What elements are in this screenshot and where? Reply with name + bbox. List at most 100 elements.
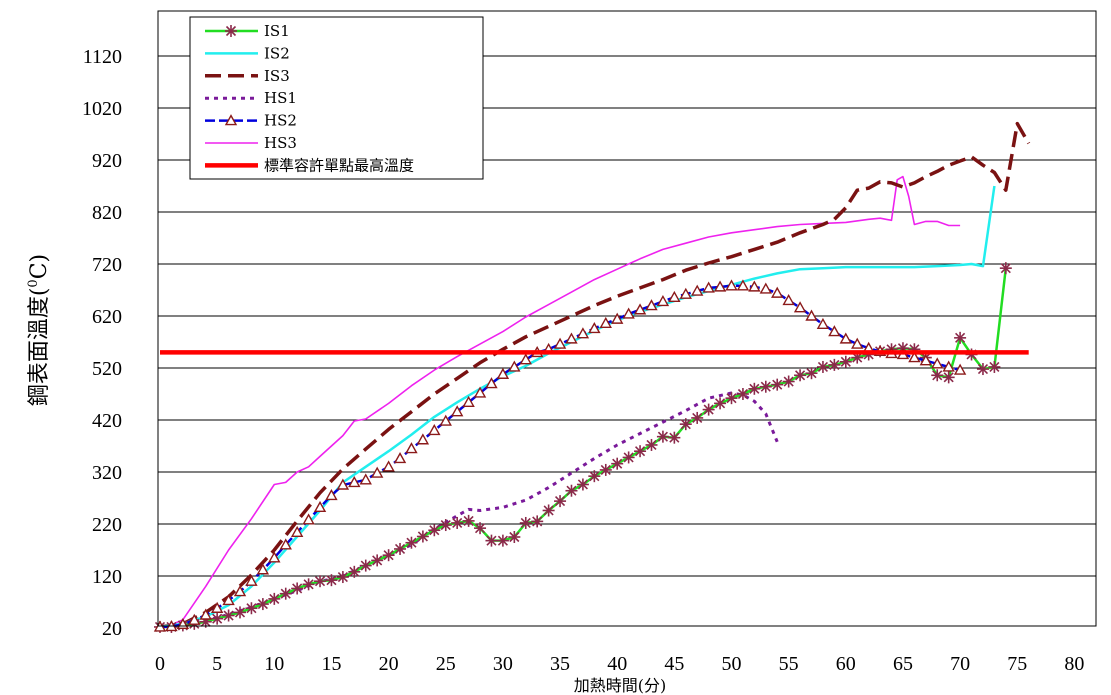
- star-marker: [302, 578, 315, 591]
- star-marker: [268, 592, 281, 605]
- triangle-marker: [725, 279, 738, 291]
- star-marker: [279, 587, 292, 600]
- triangle-marker: [553, 337, 567, 349]
- triangle-marker: [931, 357, 944, 369]
- y-tick-label: 1120: [83, 46, 122, 68]
- star-marker: [782, 375, 795, 388]
- x-tick-label: 80: [1064, 653, 1084, 675]
- x-tick-label: 5: [212, 653, 222, 675]
- star-marker: [805, 367, 818, 380]
- triangle-marker: [668, 290, 681, 302]
- star-marker: [291, 582, 304, 595]
- star-marker: [531, 515, 544, 528]
- x-tick-label: 10: [264, 653, 284, 675]
- star-marker: [439, 519, 452, 532]
- triangle-marker: [759, 282, 772, 294]
- x-tick-label: 60: [836, 653, 856, 675]
- triangle-marker: [370, 466, 384, 478]
- star-marker: [942, 371, 955, 384]
- y-tick-label: 420: [92, 410, 122, 432]
- star-marker: [622, 451, 635, 464]
- triangle-marker: [691, 284, 704, 296]
- triangle-marker: [645, 299, 658, 311]
- triangle-marker: [508, 360, 521, 372]
- triangle-marker: [565, 332, 578, 344]
- triangle-marker: [622, 307, 635, 319]
- y-tick-label: 20: [102, 618, 122, 640]
- triangle-marker: [485, 377, 498, 389]
- star-marker: [405, 536, 418, 549]
- star-marker: [748, 382, 761, 395]
- y-tick-label: 520: [92, 358, 122, 380]
- triangle-marker: [224, 114, 238, 126]
- series-line-IS1: [160, 268, 1008, 629]
- star-marker: [839, 355, 852, 368]
- triangle-marker: [736, 279, 750, 291]
- triangle-marker: [290, 525, 304, 538]
- star-marker: [211, 612, 224, 625]
- star-marker: [542, 504, 555, 517]
- star-marker: [496, 534, 509, 547]
- triangle-marker: [771, 286, 784, 298]
- star-marker: [359, 559, 372, 572]
- star-marker: [565, 484, 578, 497]
- triangle-marker: [748, 280, 761, 292]
- triangle-marker: [233, 585, 247, 597]
- triangle-marker: [942, 360, 955, 372]
- star-marker: [954, 331, 967, 344]
- triangle-marker: [393, 452, 407, 464]
- triangle-marker: [428, 423, 441, 436]
- y-axis-title-unit: C): [27, 254, 52, 279]
- y-axis-ticks: 20 120 220 320 420 520 620 720 820 920 1020 1120: [82, 46, 122, 640]
- triangle-marker: [633, 303, 647, 315]
- triangle-marker: [348, 475, 361, 488]
- x-axis-ticks: 0 5 10 15 20 25 30 35 40 45 50 55 60 65 70 75 80: [155, 653, 1084, 675]
- triangle-marker: [405, 442, 418, 454]
- y-tick-label: 920: [92, 150, 122, 172]
- star-marker: [519, 516, 532, 529]
- triangle-marker: [805, 309, 818, 321]
- star-marker: [771, 378, 784, 391]
- triangle-marker: [313, 500, 327, 513]
- star-marker: [222, 609, 235, 622]
- star-marker: [645, 438, 658, 451]
- star-marker: [702, 403, 715, 416]
- legend: IS1 IS2 IS3 HS1 HS2 HS3 標準容許單點最高溫度: [189, 16, 484, 180]
- triangle-marker: [450, 405, 464, 417]
- y-tick-label: 620: [92, 306, 122, 328]
- star-marker: [485, 534, 498, 547]
- star-marker: [794, 369, 807, 382]
- triangle-marker: [268, 551, 281, 563]
- triangle-marker: [599, 316, 612, 328]
- series-line-IS3: [159, 121, 1031, 629]
- triangle-marker: [210, 601, 224, 613]
- triangle-marker: [908, 351, 921, 363]
- star-marker: [668, 431, 681, 444]
- legend-label: HS2: [264, 112, 297, 130]
- triangle-marker: [279, 538, 292, 550]
- triangle-marker: [828, 325, 841, 337]
- triangle-marker: [245, 574, 258, 586]
- triangle-marker: [611, 312, 624, 324]
- y-axis-title-superscript: 0: [26, 279, 41, 287]
- triangle-marker: [519, 353, 532, 365]
- x-tick-label: 20: [379, 653, 399, 675]
- x-tick-label: 25: [436, 653, 456, 675]
- x-tick-label: 35: [550, 653, 570, 675]
- star-marker: [245, 602, 258, 615]
- star-marker: [759, 380, 772, 393]
- triangle-marker: [919, 354, 932, 366]
- y-tick-label: 1020: [82, 98, 122, 120]
- star-marker: [314, 575, 327, 588]
- triangle-marker: [953, 363, 967, 375]
- star-marker: [931, 369, 944, 382]
- legend-label: IS1: [264, 22, 290, 40]
- triangle-marker: [325, 488, 338, 501]
- series-line-IS2: [159, 185, 996, 629]
- triangle-marker: [793, 301, 807, 313]
- star-marker: [828, 358, 841, 371]
- x-tick-label: 15: [321, 653, 341, 675]
- star-marker: [679, 418, 692, 431]
